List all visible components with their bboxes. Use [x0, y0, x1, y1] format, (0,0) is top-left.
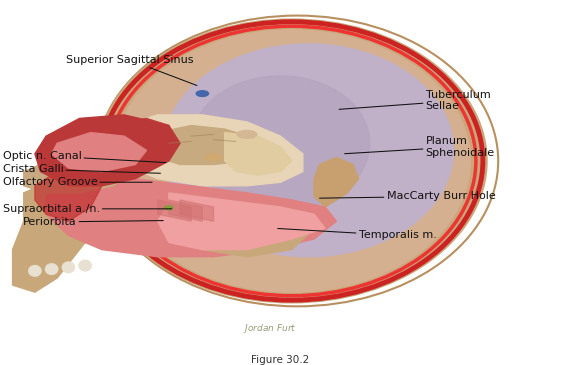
- Polygon shape: [169, 200, 203, 221]
- Ellipse shape: [45, 264, 58, 274]
- Polygon shape: [158, 193, 325, 250]
- Polygon shape: [224, 132, 292, 175]
- Ellipse shape: [196, 91, 209, 96]
- Ellipse shape: [96, 19, 487, 303]
- Polygon shape: [35, 115, 180, 186]
- Polygon shape: [68, 118, 169, 154]
- Ellipse shape: [113, 30, 470, 292]
- Polygon shape: [52, 132, 146, 172]
- Text: Crista Galli: Crista Galli: [2, 164, 160, 174]
- Text: Superior Sagittal Sinus: Superior Sagittal Sinus: [66, 55, 197, 85]
- Ellipse shape: [79, 260, 91, 271]
- Text: Optic n. Canal: Optic n. Canal: [2, 151, 166, 162]
- Polygon shape: [158, 200, 191, 221]
- Ellipse shape: [205, 154, 222, 161]
- Text: Planum
Sphenoidale: Planum Sphenoidale: [344, 136, 495, 158]
- Ellipse shape: [191, 76, 370, 211]
- Polygon shape: [314, 157, 358, 207]
- Ellipse shape: [62, 262, 75, 273]
- Text: $\it{Jordan\ Furt}$: $\it{Jordan\ Furt}$: [242, 322, 296, 335]
- Polygon shape: [12, 179, 113, 292]
- Text: Periorbita: Periorbita: [22, 217, 163, 227]
- Polygon shape: [24, 150, 135, 193]
- Polygon shape: [146, 126, 258, 165]
- Text: Temporalis m.: Temporalis m.: [278, 228, 436, 241]
- Text: Supraorbital a./n.: Supraorbital a./n.: [2, 204, 172, 214]
- Polygon shape: [191, 207, 314, 257]
- Ellipse shape: [237, 130, 257, 138]
- Text: Olfactory Groove: Olfactory Groove: [2, 177, 152, 187]
- Polygon shape: [35, 172, 102, 221]
- Polygon shape: [113, 115, 303, 186]
- Ellipse shape: [163, 44, 453, 257]
- Ellipse shape: [164, 205, 173, 210]
- Polygon shape: [46, 179, 337, 257]
- Ellipse shape: [29, 266, 41, 276]
- Polygon shape: [180, 200, 214, 221]
- Ellipse shape: [118, 33, 465, 289]
- Text: Figure 30.2: Figure 30.2: [251, 355, 310, 365]
- Text: Tuberculum
Sellae: Tuberculum Sellae: [339, 90, 490, 111]
- Text: MacCarty Burr Hole: MacCarty Burr Hole: [320, 191, 495, 201]
